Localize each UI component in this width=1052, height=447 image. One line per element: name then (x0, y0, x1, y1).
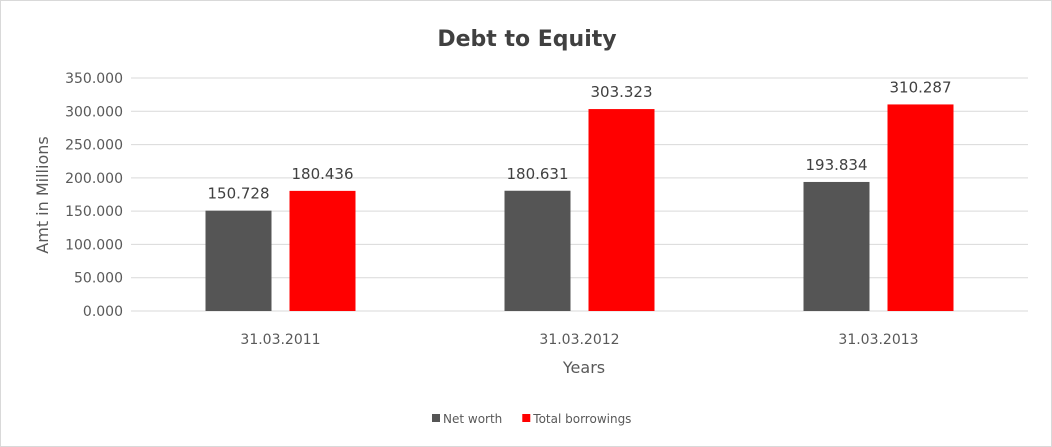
y-axis-label: Amt in Millions (33, 136, 52, 253)
y-tick-label: 100.000 (65, 237, 123, 253)
legend-swatch (432, 414, 440, 422)
data-label: 150.728 (207, 185, 269, 203)
data-label: 193.834 (805, 156, 867, 174)
bar-net-worth[interactable] (205, 210, 272, 311)
y-tick-label: 350.000 (65, 71, 123, 87)
legend-label: Net worth (443, 412, 502, 426)
y-tick-label: 200.000 (65, 171, 123, 187)
data-label: 310.287 (889, 78, 951, 96)
x-axis-label: Years (562, 358, 605, 377)
y-tick-label: 300.000 (65, 104, 123, 120)
legend-swatch (522, 414, 531, 422)
bar-total-borrowings[interactable] (588, 109, 655, 311)
y-tick-label: 50.000 (74, 271, 123, 287)
bar-total-borrowings[interactable] (289, 190, 356, 311)
y-tick-label: 250.000 (65, 138, 123, 154)
bar-net-worth[interactable] (504, 190, 571, 311)
x-tick-label: 31.03.2011 (240, 332, 320, 348)
legend-label: Total borrowings (532, 412, 631, 426)
y-tick-label: 150.000 (65, 204, 123, 220)
data-label: 180.631 (506, 165, 568, 183)
x-tick-label: 31.03.2013 (838, 332, 918, 348)
chart-title: Debt to Equity (437, 27, 616, 52)
bar-net-worth[interactable] (803, 181, 870, 311)
data-label: 303.323 (590, 83, 652, 101)
x-tick-label: 31.03.2012 (539, 332, 619, 348)
y-tick-label: 0.000 (83, 304, 123, 320)
bar-total-borrowings[interactable] (887, 104, 954, 312)
data-label: 180.436 (291, 165, 353, 183)
